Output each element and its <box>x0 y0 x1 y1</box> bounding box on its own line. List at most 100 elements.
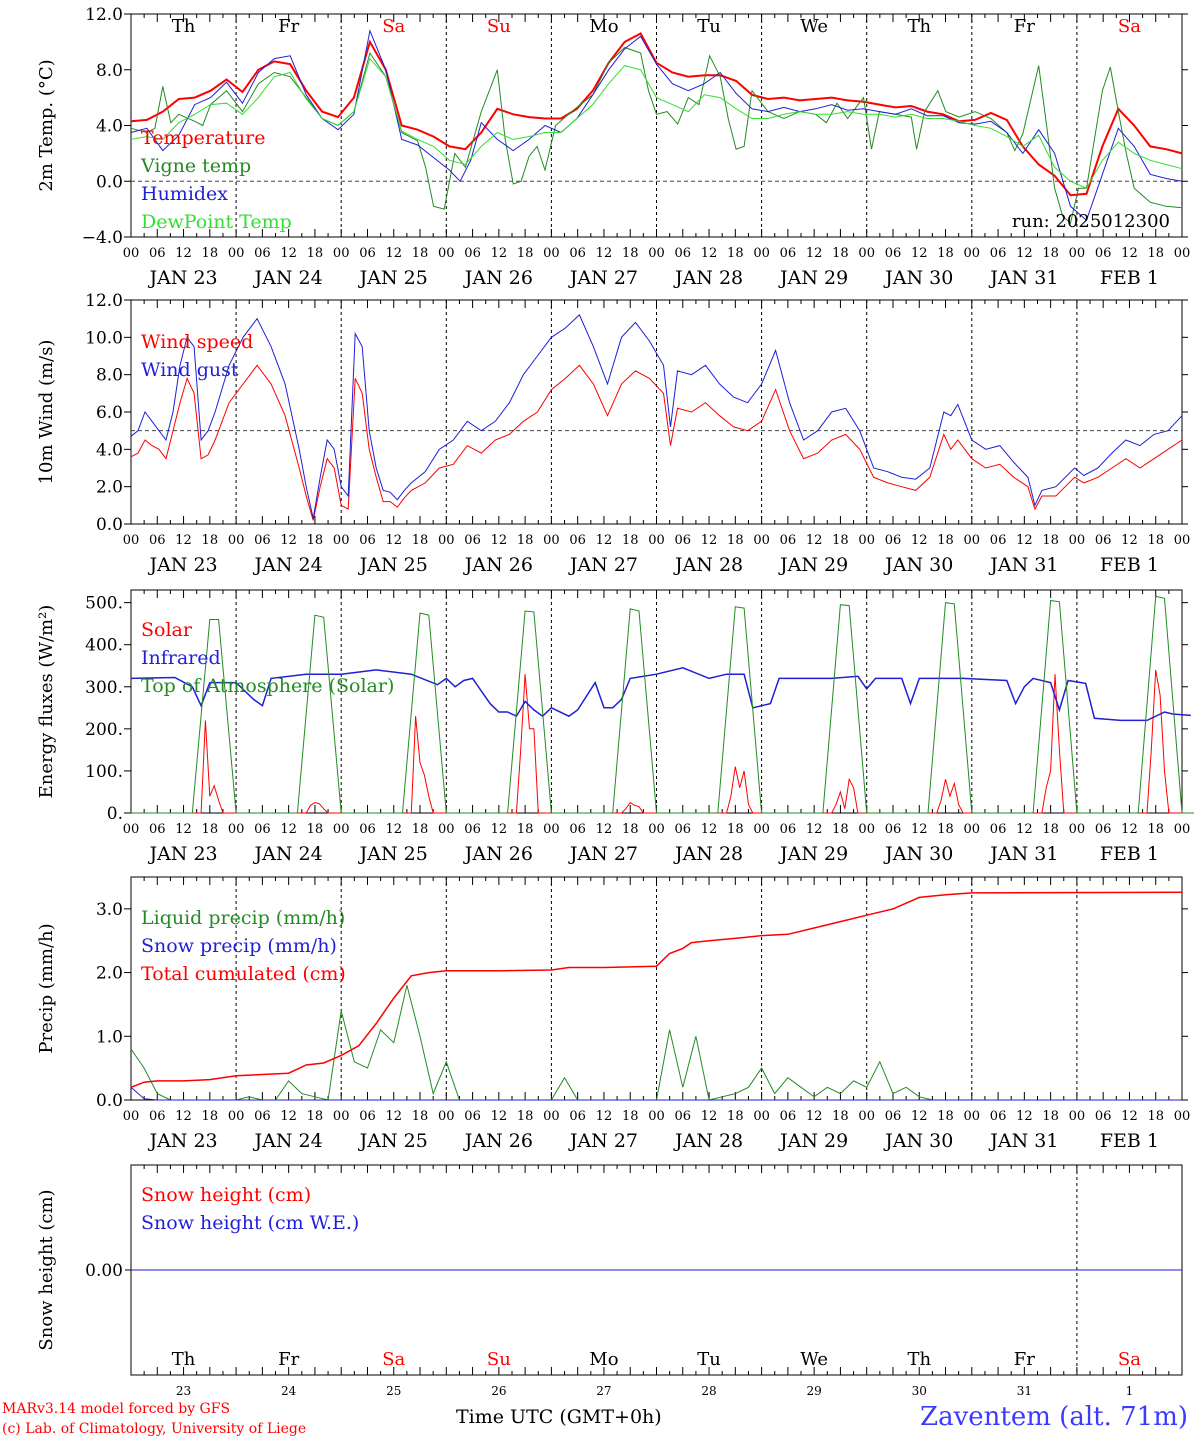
panel-4 <box>124 876 1188 1101</box>
hour-tick-label: 12 <box>596 822 613 837</box>
series-line-liquid-precip-mm-h- <box>130 985 1182 1101</box>
hour-tick-label: 12 <box>1016 1109 1033 1124</box>
day-number-label: 31 <box>1017 1384 1032 1398</box>
series-line-top-of-atmosphere-solar- <box>131 595 1194 814</box>
y-tick-label: 10.0 <box>85 328 123 348</box>
hour-tick-label: 06 <box>254 1109 271 1124</box>
day-number-label: 27 <box>596 1384 611 1398</box>
date-label: JAN 24 <box>253 554 323 576</box>
hour-tick-label: 06 <box>359 533 376 548</box>
hour-tick-label: 18 <box>622 533 639 548</box>
y-axis-label: Snow height (cm) <box>36 1189 57 1350</box>
run-label: run: 2025012300 <box>1012 211 1170 232</box>
hour-tick-label: 18 <box>832 1109 849 1124</box>
hour-tick-label: 12 <box>596 246 613 261</box>
hour-tick-label: 00 <box>123 246 140 261</box>
hour-tick-label: 00 <box>543 822 560 837</box>
hour-tick-label: 12 <box>1121 1109 1138 1124</box>
hour-tick-label: 06 <box>569 822 586 837</box>
hour-tick-label: 12 <box>911 533 928 548</box>
hour-tick-label: 06 <box>780 1109 797 1124</box>
hour-tick-label: 18 <box>1042 533 1059 548</box>
y-tick-label: 400. <box>85 636 123 656</box>
date-label: JAN 25 <box>358 554 428 576</box>
hour-tick-label: 12 <box>175 1109 192 1124</box>
hour-tick-label: 12 <box>1121 822 1138 837</box>
hour-tick-label: 18 <box>727 533 744 548</box>
hour-tick-label: 00 <box>1069 246 1086 261</box>
date-label: FEB 1 <box>1100 554 1159 576</box>
date-label: JAN 31 <box>988 267 1058 289</box>
hour-tick-label: 18 <box>727 1109 744 1124</box>
hour-tick-label: 00 <box>543 533 560 548</box>
date-label: JAN 31 <box>988 843 1058 865</box>
hour-tick-label: 00 <box>1069 1109 1086 1124</box>
legend-entry: Temperature <box>141 127 265 149</box>
day-number-label: 1 <box>1126 1384 1134 1398</box>
hour-tick-label: 12 <box>701 1109 718 1124</box>
day-name-label: Su <box>487 1349 511 1370</box>
hour-tick-label: 06 <box>464 533 481 548</box>
date-label: JAN 27 <box>568 267 638 289</box>
hour-tick-label: 00 <box>123 822 140 837</box>
hour-tick-label: 12 <box>280 1109 297 1124</box>
hour-tick-label: 12 <box>806 533 823 548</box>
day-name-label: Th <box>172 16 196 37</box>
legend-entry: Liquid precip (mm/h) <box>141 907 345 929</box>
hour-tick-label: 12 <box>1016 246 1033 261</box>
legend-entry: Humidex <box>141 183 228 205</box>
legend-entry: Top of Atmosphere (Solar) <box>141 675 394 697</box>
hour-tick-label: 06 <box>675 246 692 261</box>
station-name: Zaventem (alt. 71m) <box>920 1402 1188 1432</box>
y-tick-label: 500. <box>85 594 123 614</box>
date-label: JAN 25 <box>358 1130 428 1152</box>
hour-tick-label: 18 <box>1147 1109 1164 1124</box>
date-label: JAN 28 <box>673 267 743 289</box>
hour-tick-label: 18 <box>517 246 534 261</box>
hour-tick-label: 18 <box>1042 822 1059 837</box>
hour-tick-label: 18 <box>1042 246 1059 261</box>
hour-tick-label: 00 <box>648 1109 665 1124</box>
hour-tick-label: 06 <box>254 822 271 837</box>
hour-tick-label: 18 <box>517 822 534 837</box>
hour-tick-label: 18 <box>832 822 849 837</box>
hour-tick-label: 12 <box>1121 533 1138 548</box>
panel-5 <box>125 1164 1183 1376</box>
date-label: JAN 28 <box>673 1130 743 1152</box>
hour-tick-label: 12 <box>175 822 192 837</box>
hour-tick-label: 00 <box>228 533 245 548</box>
day-name-label: Th <box>907 16 931 37</box>
day-number-label: 24 <box>281 1384 297 1398</box>
day-number-label: 28 <box>701 1384 716 1398</box>
hour-tick-label: 12 <box>911 246 928 261</box>
y-tick-label: 12.0 <box>85 291 123 311</box>
series-line-wind-speed <box>130 364 1183 521</box>
hour-tick-label: 00 <box>438 822 455 837</box>
date-label: JAN 25 <box>358 267 428 289</box>
date-label: JAN 31 <box>988 1130 1058 1152</box>
hour-tick-label: 12 <box>491 1109 508 1124</box>
hour-tick-label: 06 <box>464 822 481 837</box>
hour-tick-label: 00 <box>123 533 140 548</box>
series-line-temperature <box>130 32 1183 197</box>
hour-tick-label: 00 <box>228 1109 245 1124</box>
y-tick-label: 0.0 <box>96 1091 123 1111</box>
hour-tick-label: 06 <box>675 822 692 837</box>
date-label: JAN 23 <box>147 554 217 576</box>
hour-tick-label: 06 <box>359 1109 376 1124</box>
hour-tick-label: 00 <box>333 822 350 837</box>
hour-tick-label: 00 <box>858 822 875 837</box>
date-label: JAN 30 <box>883 1130 953 1152</box>
hour-tick-label: 00 <box>648 822 665 837</box>
day-name-label: Tu <box>697 1349 721 1370</box>
hour-tick-label: 00 <box>333 1109 350 1124</box>
hour-tick-label: 18 <box>412 533 429 548</box>
hour-tick-label: 12 <box>806 246 823 261</box>
hour-tick-label: 18 <box>307 822 324 837</box>
date-label: JAN 28 <box>673 843 743 865</box>
date-label: FEB 1 <box>1100 1130 1159 1152</box>
date-label: JAN 31 <box>988 554 1058 576</box>
hour-tick-label: 18 <box>937 822 954 837</box>
date-label: JAN 26 <box>463 843 533 865</box>
hour-tick-label: 00 <box>964 1109 981 1124</box>
